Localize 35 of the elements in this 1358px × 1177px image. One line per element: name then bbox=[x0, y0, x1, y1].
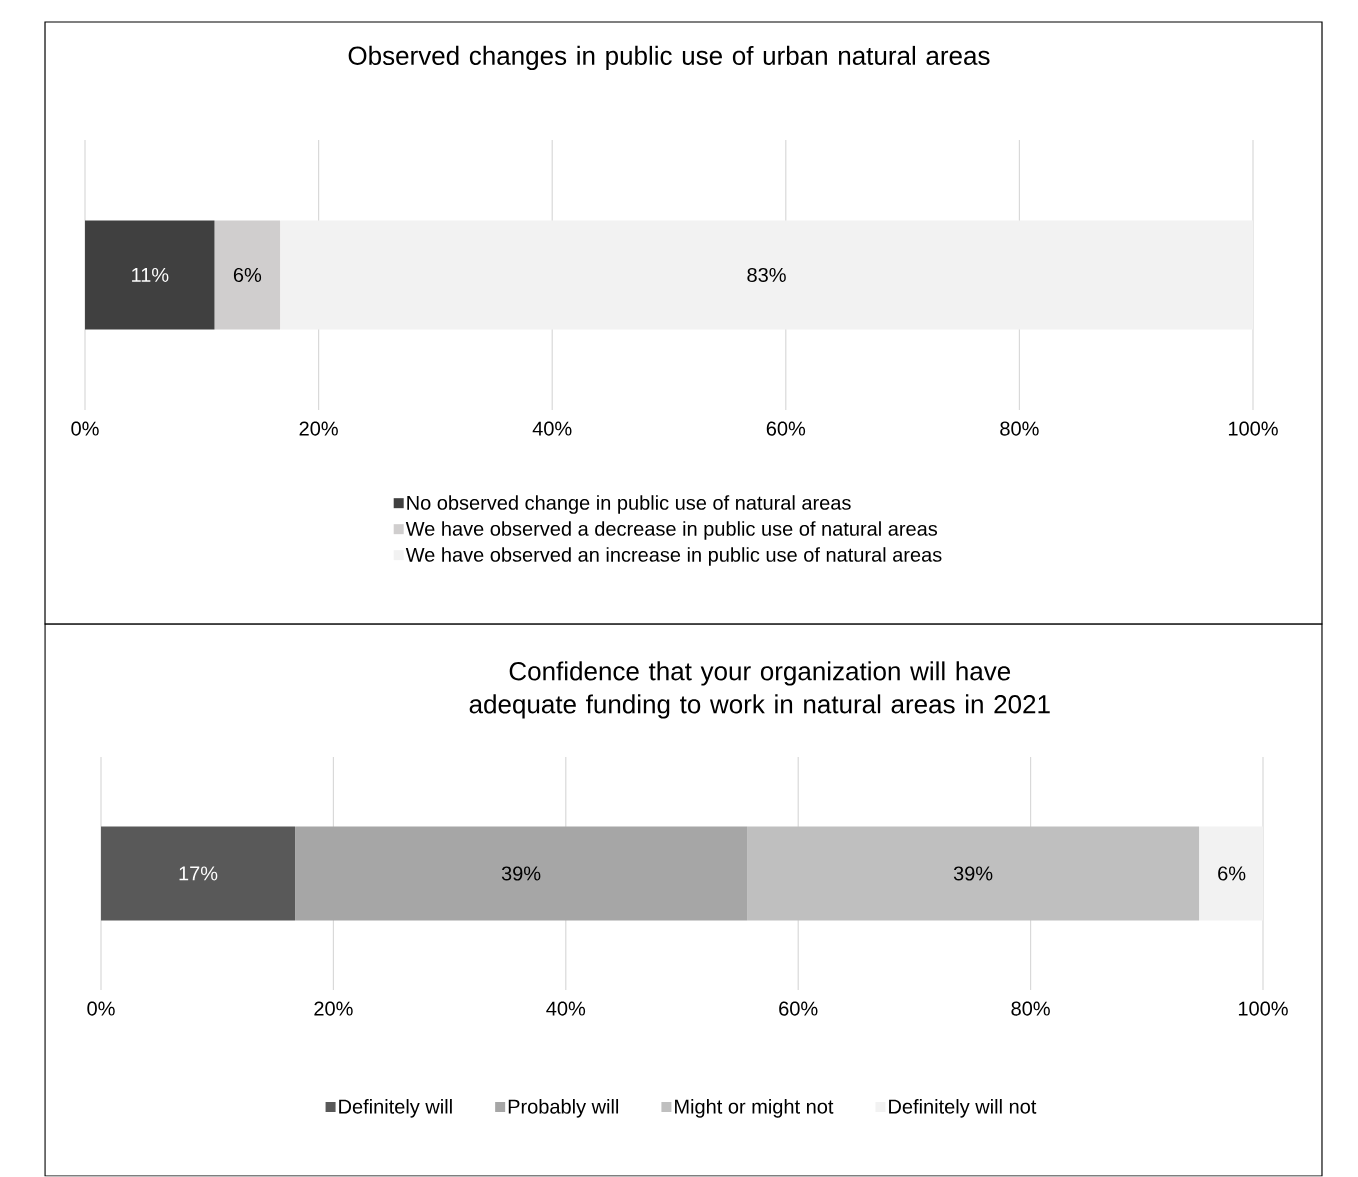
bar bbox=[280, 220, 1254, 330]
data-label: 39% bbox=[501, 866, 541, 881]
legend-label: Might or might not bbox=[675, 1099, 834, 1118]
legend-label: We have observed an increase in public use of natural areas bbox=[405, 547, 942, 567]
bar bbox=[85, 220, 215, 330]
bar bbox=[295, 826, 748, 921]
data-label: 17% bbox=[179, 866, 218, 881]
x-tick-label: 40% bbox=[546, 1001, 586, 1016]
data-label: 83% bbox=[747, 268, 786, 283]
bar bbox=[1199, 826, 1263, 921]
x-tick-label: 20% bbox=[299, 421, 338, 436]
legend-label: We have observed a decrease in public use of natural areas bbox=[405, 521, 938, 541]
bar bbox=[101, 826, 296, 921]
x-tick-label: 100% bbox=[1238, 1001, 1288, 1016]
x-tick-label: 0% bbox=[87, 1001, 115, 1016]
chart-title: Confidence that your organization will have adequate funding to work in natural areas in 2021 bbox=[469, 661, 1050, 719]
x-tick-label: 60% bbox=[766, 421, 806, 436]
data-label: 6% bbox=[233, 268, 262, 283]
x-tick-label: 80% bbox=[1000, 421, 1039, 436]
legend-label: No observed change in public use of natural areas bbox=[407, 495, 851, 515]
chart-title: Observed changes in public use of urban natural areas bbox=[348, 46, 990, 71]
x-tick-label: 100% bbox=[1228, 421, 1278, 436]
x-tick-label: 60% bbox=[779, 1001, 818, 1016]
bar bbox=[747, 826, 1200, 921]
x-tick-label: 0% bbox=[71, 421, 99, 436]
legend-label: Probably will bbox=[508, 1099, 619, 1118]
legend-label: Definitely will not bbox=[889, 1099, 1037, 1118]
x-tick-label: 80% bbox=[1011, 1001, 1050, 1016]
bar bbox=[214, 220, 281, 330]
data-label: 6% bbox=[1218, 866, 1246, 881]
legend-label: Definitely will bbox=[339, 1099, 452, 1118]
data-label: 39% bbox=[953, 866, 993, 881]
x-tick-label: 40% bbox=[532, 421, 572, 436]
data-label: 11% bbox=[132, 268, 169, 283]
x-tick-label: 20% bbox=[314, 1001, 353, 1016]
